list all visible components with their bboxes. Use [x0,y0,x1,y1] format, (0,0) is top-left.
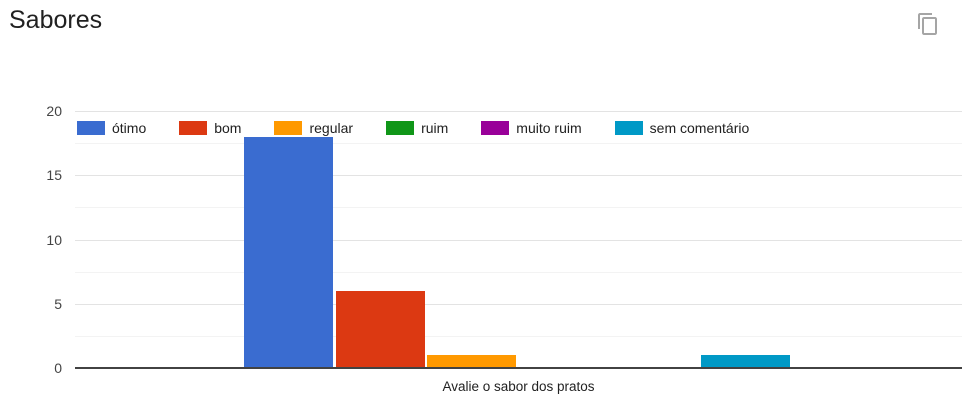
major-gridline [75,175,962,176]
major-gridline [75,304,962,305]
legend-item-ruim: ruim [386,120,448,136]
y-axis-tick-label: 0 [54,360,62,376]
bar-bom [336,291,425,368]
legend-swatch [386,121,415,135]
legend-label: muito ruim [516,120,582,136]
legend-label: regular [309,120,354,136]
legend-label: ótimo [112,120,147,136]
legend-label: sem comentário [649,120,750,136]
bar-otimo [244,137,333,368]
chart-title: Sabores [9,6,103,34]
legend-label: ruim [421,120,449,136]
legend-swatch [481,121,510,135]
legend-item-otimo: ótimo [77,120,146,136]
legend-item-muito-ruim: muito ruim [481,120,582,136]
x-axis-line [75,367,962,369]
chart-legend: ótimo bom regular ruim muito ruim sem comentá… [77,120,749,136]
minor-gridline [75,272,962,273]
major-gridline [75,240,962,241]
x-axis-title: Avalie o sabor dos pratos [442,379,595,394]
y-axis-tick-label: 5 [54,296,62,312]
major-gridline [75,111,962,112]
legend-item-bom: bom [179,120,241,136]
y-axis-tick-label: 10 [46,232,62,248]
y-axis-tick-label: 15 [46,167,62,183]
y-axis-tick-label: 20 [46,103,62,119]
minor-gridline [75,143,962,144]
minor-gridline [75,207,962,208]
legend-swatch [274,121,303,135]
legend-item-sem-comentario: sem comentário [614,120,750,136]
legend-item-regular: regular [274,120,353,136]
legend-swatch [77,121,105,135]
content-copy-icon [918,13,937,35]
legend-label: bom [214,120,242,136]
legend-swatch [614,121,643,135]
copy-chart-button[interactable] [913,9,943,39]
legend-swatch [179,121,208,135]
bar-sem-comentario [701,355,790,368]
minor-gridline [75,336,962,337]
bar-regular [427,355,516,368]
